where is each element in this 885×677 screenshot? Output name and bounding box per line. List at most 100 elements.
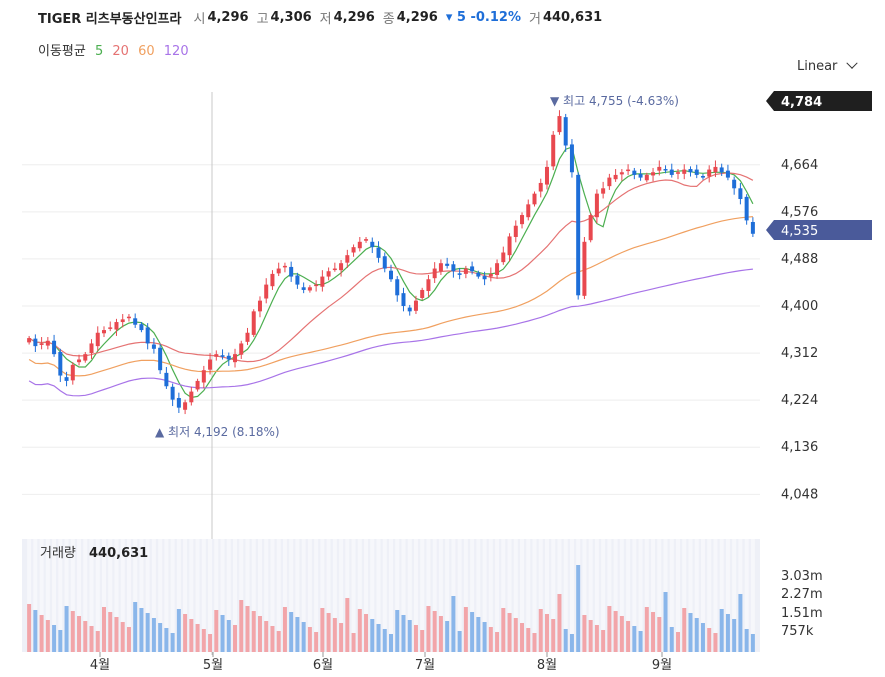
time-tick-label: 7월 <box>415 658 435 673</box>
volume-bar <box>133 602 138 652</box>
volume-stripe <box>413 539 418 652</box>
time-tick-label: 4월 <box>90 658 110 673</box>
candle-body <box>694 169 699 175</box>
candle-body <box>607 177 612 187</box>
volume-bar <box>732 619 737 652</box>
candle-body <box>151 344 156 349</box>
volume-stripe <box>126 539 131 652</box>
volume-stripe <box>276 539 281 652</box>
candle-body <box>495 263 500 275</box>
volume-bar <box>651 612 656 652</box>
volume-bar <box>669 627 674 652</box>
candle-body <box>413 300 418 311</box>
volume-panel-value: 440,631 <box>89 546 148 561</box>
volume-bar <box>395 610 400 652</box>
candle-body <box>526 204 531 218</box>
volume-bar <box>33 610 38 652</box>
volume-stripe <box>482 539 487 652</box>
volume-bar <box>364 614 369 652</box>
volume-stripe <box>607 539 612 652</box>
volume-stripe <box>495 539 500 652</box>
candle-body <box>220 355 225 357</box>
candle-body <box>644 174 649 181</box>
volume-label: 거 <box>528 11 541 27</box>
time-tick-label: 5월 <box>203 658 223 673</box>
volume-bar <box>426 606 431 652</box>
candle-body <box>676 172 681 174</box>
volume-stripe <box>682 539 687 652</box>
moving-average-legend[interactable]: 이동평균 5 20 60 120 <box>38 40 194 59</box>
candle-body <box>613 174 618 180</box>
volume-panel-label: 거래량 <box>40 546 76 561</box>
volume-bar <box>544 614 549 652</box>
volume-bar <box>401 615 406 652</box>
quote-header: TIGER 리츠부동산인프라 시 4,296 고 4,306 저 4,296 종… <box>38 6 610 28</box>
volume-bar <box>282 607 287 652</box>
volume-stripe <box>357 539 362 652</box>
volume-stripe <box>320 539 325 652</box>
volume-stripe <box>151 539 156 652</box>
candle-body <box>682 169 687 174</box>
volume-tick-label: 3.03m <box>781 569 823 584</box>
candle-body <box>70 364 75 381</box>
volume-bar <box>176 609 181 652</box>
close-label: 종 <box>382 11 395 27</box>
candle-body <box>657 166 662 171</box>
candle-body <box>638 173 643 178</box>
volume-stripe <box>33 539 38 652</box>
candle-body <box>488 273 493 277</box>
volume-bar <box>339 623 344 652</box>
time-tick-label: 9월 <box>652 658 672 673</box>
ma-legend-title: 이동평균 <box>38 44 86 59</box>
candle-body <box>438 263 443 272</box>
volume-stripe <box>314 539 319 652</box>
ma-60-line <box>28 216 753 377</box>
close-value: 4,296 <box>396 9 438 25</box>
volume-stripe <box>326 539 331 652</box>
volume-bar <box>551 619 556 652</box>
volume-bar <box>158 623 163 652</box>
volume-stripe <box>201 539 206 652</box>
ma-120-label: 120 <box>163 44 189 59</box>
volume-stripe <box>289 539 294 652</box>
volume-stripe <box>420 539 425 652</box>
price-tick-label: 4,312 <box>781 346 818 361</box>
candle-body <box>426 279 431 292</box>
volume-bar <box>676 632 681 652</box>
volume-stripe <box>432 539 437 652</box>
low-value: 4,296 <box>333 9 375 25</box>
volume-bar <box>520 623 525 652</box>
volume-stripe <box>382 539 387 652</box>
volume-bar <box>688 613 693 652</box>
volume-stripe <box>544 539 549 652</box>
volume-stripe <box>513 539 518 652</box>
volume-stripe <box>551 539 556 652</box>
candle-body <box>183 402 188 410</box>
volume-stripe <box>657 539 662 652</box>
volume-bar <box>476 617 481 652</box>
volume-stripe <box>594 539 599 652</box>
candle-body <box>339 263 344 271</box>
time-tick-label: 6월 <box>313 658 333 673</box>
volume-bar <box>719 609 724 652</box>
candle-body <box>332 268 337 271</box>
volume-stripe <box>526 539 531 652</box>
volume-bar <box>139 608 144 652</box>
candle-body <box>276 268 281 274</box>
open-value: 4,296 <box>207 9 249 25</box>
volume-stripe <box>77 539 82 652</box>
price-tick-label: 4,224 <box>781 393 818 408</box>
candle-body <box>295 275 300 285</box>
last-price-tag-text: 4,535 <box>781 224 818 239</box>
candle-body <box>382 256 387 269</box>
candle-body <box>420 289 425 298</box>
volume-bar <box>601 630 606 652</box>
volume-stripe <box>676 539 681 652</box>
scale-toggle-button[interactable]: Linear <box>797 57 858 74</box>
candle-body <box>351 247 356 253</box>
volume-stripe <box>158 539 163 652</box>
volume-bar <box>151 618 156 652</box>
volume-bar <box>314 632 319 652</box>
candle-body <box>307 287 312 291</box>
